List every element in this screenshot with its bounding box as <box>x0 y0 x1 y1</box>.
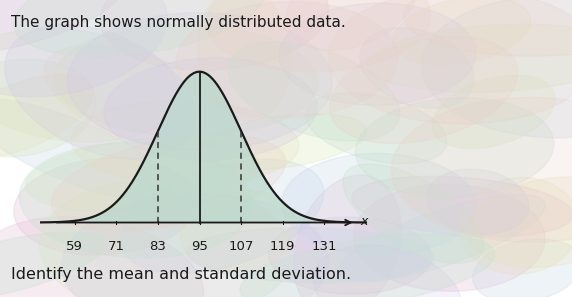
Ellipse shape <box>198 0 291 121</box>
Ellipse shape <box>240 234 495 297</box>
Ellipse shape <box>228 42 400 141</box>
Ellipse shape <box>343 164 484 263</box>
Ellipse shape <box>14 0 265 56</box>
Ellipse shape <box>391 97 572 242</box>
Ellipse shape <box>279 3 476 105</box>
Ellipse shape <box>432 75 555 149</box>
Ellipse shape <box>352 176 572 237</box>
Ellipse shape <box>0 217 204 297</box>
Ellipse shape <box>176 1 398 118</box>
Ellipse shape <box>0 0 167 97</box>
Ellipse shape <box>0 75 93 157</box>
Ellipse shape <box>14 158 196 255</box>
Ellipse shape <box>100 0 328 70</box>
Ellipse shape <box>459 177 572 274</box>
Ellipse shape <box>355 98 554 198</box>
Text: x: x <box>361 215 368 228</box>
Ellipse shape <box>305 93 447 164</box>
Ellipse shape <box>338 194 545 282</box>
Ellipse shape <box>62 194 328 297</box>
Ellipse shape <box>181 191 297 271</box>
Ellipse shape <box>427 169 529 234</box>
Ellipse shape <box>313 245 462 297</box>
Ellipse shape <box>0 232 104 297</box>
Ellipse shape <box>367 24 572 92</box>
Ellipse shape <box>54 24 318 136</box>
Ellipse shape <box>19 143 252 258</box>
Ellipse shape <box>329 37 518 143</box>
Ellipse shape <box>67 13 332 150</box>
Ellipse shape <box>71 101 299 185</box>
Ellipse shape <box>5 25 194 159</box>
Ellipse shape <box>403 0 572 56</box>
Ellipse shape <box>0 59 96 157</box>
Ellipse shape <box>104 58 317 160</box>
Ellipse shape <box>198 114 366 170</box>
Text: The graph shows normally distributed data.: The graph shows normally distributed dat… <box>11 15 346 30</box>
Ellipse shape <box>186 228 434 283</box>
Ellipse shape <box>206 0 431 72</box>
Ellipse shape <box>422 0 572 138</box>
Ellipse shape <box>467 177 572 268</box>
Ellipse shape <box>121 159 324 274</box>
Ellipse shape <box>293 175 402 297</box>
Ellipse shape <box>0 99 173 201</box>
Ellipse shape <box>0 0 124 55</box>
Ellipse shape <box>282 154 476 255</box>
Ellipse shape <box>328 0 572 124</box>
Ellipse shape <box>286 0 418 51</box>
Ellipse shape <box>26 138 260 212</box>
Ellipse shape <box>353 184 545 291</box>
Ellipse shape <box>473 239 572 297</box>
Ellipse shape <box>360 28 474 108</box>
Ellipse shape <box>44 45 233 150</box>
Ellipse shape <box>269 217 431 294</box>
Ellipse shape <box>393 0 531 65</box>
Ellipse shape <box>39 179 292 297</box>
Text: Identify the mean and standard deviation.: Identify the mean and standard deviation… <box>11 267 352 282</box>
Ellipse shape <box>51 135 286 231</box>
Ellipse shape <box>0 29 180 142</box>
